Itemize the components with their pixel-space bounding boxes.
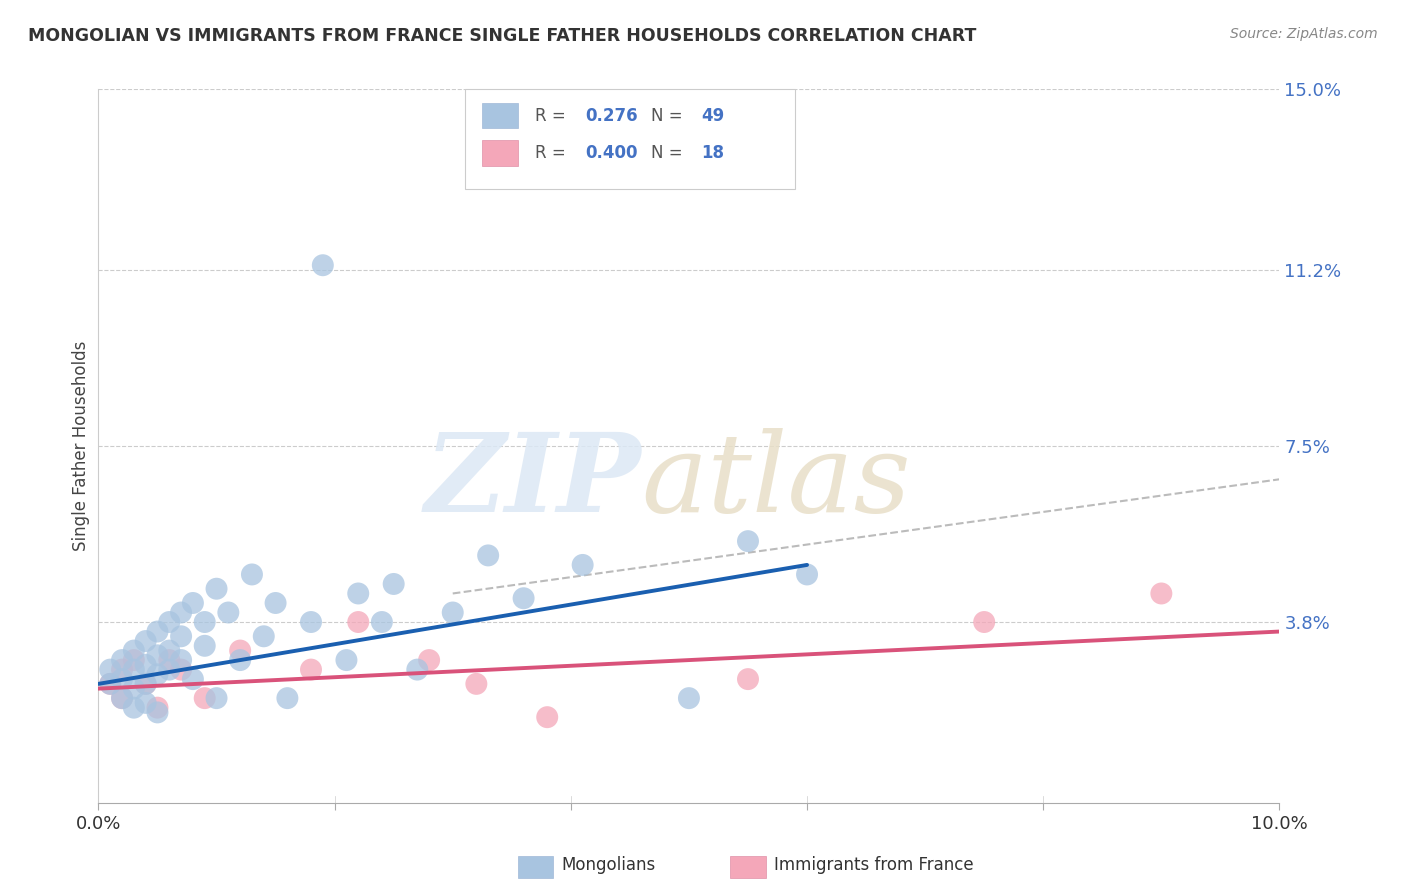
Point	[512, 591, 534, 606]
Point	[418, 653, 440, 667]
Point	[229, 653, 252, 667]
Text: Immigrants from France: Immigrants from France	[773, 856, 973, 874]
Point	[194, 639, 217, 653]
Point	[170, 606, 193, 620]
Point	[737, 672, 759, 686]
FancyBboxPatch shape	[464, 89, 796, 189]
Point	[299, 663, 322, 677]
Point	[122, 681, 145, 696]
Point	[737, 534, 759, 549]
Point	[441, 606, 464, 620]
Point	[194, 691, 217, 706]
Point	[347, 586, 370, 600]
Point	[312, 258, 335, 272]
Point	[170, 629, 193, 643]
Text: 0.276: 0.276	[585, 107, 638, 125]
Point	[253, 629, 276, 643]
Point	[536, 710, 558, 724]
Point	[194, 615, 217, 629]
Point	[240, 567, 263, 582]
Point	[135, 634, 157, 648]
Text: N =: N =	[651, 107, 688, 125]
Point	[170, 663, 193, 677]
Point	[382, 577, 405, 591]
Point	[111, 691, 134, 706]
Text: 0.400: 0.400	[585, 145, 637, 162]
Text: Source: ZipAtlas.com: Source: ZipAtlas.com	[1230, 27, 1378, 41]
Point	[205, 691, 228, 706]
Point	[157, 663, 180, 677]
Point	[335, 653, 357, 667]
Text: MONGOLIAN VS IMMIGRANTS FROM FRANCE SINGLE FATHER HOUSEHOLDS CORRELATION CHART: MONGOLIAN VS IMMIGRANTS FROM FRANCE SING…	[28, 27, 977, 45]
Point	[122, 653, 145, 667]
Point	[205, 582, 228, 596]
Point	[181, 672, 204, 686]
FancyBboxPatch shape	[517, 856, 553, 878]
Text: atlas: atlas	[641, 428, 911, 535]
Text: R =: R =	[536, 145, 571, 162]
FancyBboxPatch shape	[482, 103, 517, 128]
Y-axis label: Single Father Households: Single Father Households	[72, 341, 90, 551]
Point	[111, 672, 134, 686]
Text: Mongolians: Mongolians	[561, 856, 655, 874]
Point	[229, 643, 252, 657]
Point	[299, 615, 322, 629]
FancyBboxPatch shape	[482, 140, 517, 166]
Point	[98, 677, 121, 691]
Point	[111, 663, 134, 677]
Text: N =: N =	[651, 145, 688, 162]
Point	[973, 615, 995, 629]
Point	[146, 648, 169, 663]
Point	[157, 643, 180, 657]
Text: 49: 49	[700, 107, 724, 125]
Point	[135, 677, 157, 691]
Point	[347, 615, 370, 629]
Point	[406, 663, 429, 677]
Point	[181, 596, 204, 610]
Text: ZIP: ZIP	[425, 428, 641, 535]
Point	[122, 700, 145, 714]
Text: 18: 18	[700, 145, 724, 162]
Point	[111, 691, 134, 706]
Point	[146, 706, 169, 720]
Point	[157, 615, 180, 629]
Point	[796, 567, 818, 582]
Point	[1150, 586, 1173, 600]
Point	[264, 596, 287, 610]
Point	[371, 615, 394, 629]
Point	[477, 549, 499, 563]
Point	[465, 677, 488, 691]
Point	[98, 663, 121, 677]
Point	[146, 700, 169, 714]
Point	[122, 643, 145, 657]
Point	[170, 653, 193, 667]
Point	[98, 677, 121, 691]
Point	[146, 624, 169, 639]
Point	[111, 653, 134, 667]
Point	[217, 606, 239, 620]
Point	[135, 657, 157, 672]
Point	[146, 667, 169, 681]
Point	[135, 696, 157, 710]
Point	[122, 663, 145, 677]
Point	[571, 558, 593, 572]
Point	[678, 691, 700, 706]
Point	[135, 677, 157, 691]
Text: R =: R =	[536, 107, 571, 125]
FancyBboxPatch shape	[730, 856, 766, 878]
Point	[157, 653, 180, 667]
Point	[276, 691, 298, 706]
